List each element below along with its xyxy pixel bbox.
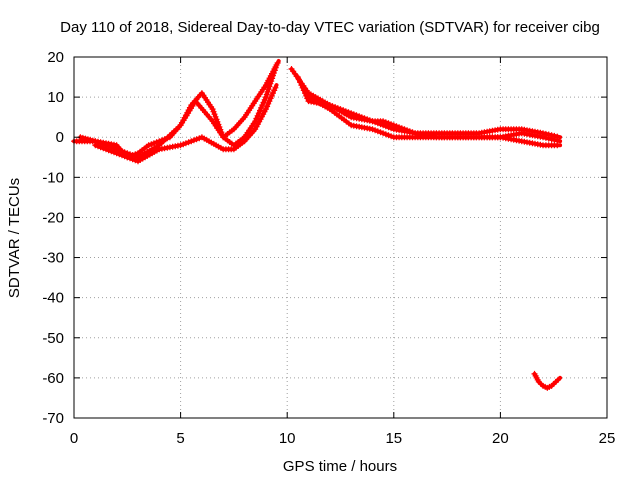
data-point (296, 76, 302, 83)
data-point (266, 98, 273, 105)
x-tick-label: 5 (176, 430, 184, 447)
data-point (100, 145, 107, 152)
data-point (264, 88, 271, 95)
y-tick-label: -10 (42, 169, 64, 186)
data-point (396, 124, 403, 131)
data-point (261, 96, 268, 103)
data-point (554, 142, 561, 149)
axes-ticks: 0 5 10 15 20 25 -70 -60 -50 -40 -30 -20 -10 0 10 20 (42, 49, 615, 447)
data-point (268, 92, 275, 99)
data-point (297, 79, 304, 86)
y-axis-label: SDTVAR / TECUs (6, 178, 23, 298)
series-pass-c (92, 83, 279, 165)
data-point (404, 127, 411, 134)
data-point (105, 147, 112, 154)
data-point (382, 131, 389, 138)
data-point (374, 128, 381, 135)
data-point (97, 144, 104, 151)
data-point (185, 139, 192, 146)
data-point (92, 142, 99, 149)
y-tick-label: 10 (47, 89, 64, 106)
data-point (398, 125, 405, 132)
data-point (268, 78, 275, 85)
chart-title: Day 110 of 2018, Sidereal Day-to-day VTE… (60, 19, 600, 36)
data-point (272, 84, 279, 91)
data-point (132, 151, 139, 158)
data-point (372, 127, 379, 134)
data-point (193, 136, 200, 143)
data-point (262, 94, 269, 101)
y-tick-label: -20 (42, 209, 64, 226)
data-point (555, 376, 561, 383)
plot-frame (73, 56, 608, 419)
data-point (554, 133, 561, 140)
x-tick-label: 20 (492, 430, 509, 447)
data-point (113, 150, 120, 157)
data-point (548, 132, 555, 139)
data-point (258, 104, 265, 111)
data-point (269, 75, 276, 82)
data-point (253, 115, 260, 122)
y-tick-label: -30 (42, 250, 64, 267)
series-layer (71, 59, 563, 391)
data-point (264, 103, 271, 110)
data-point (551, 132, 558, 139)
data-point (211, 111, 218, 118)
y-tick-label: -40 (42, 290, 64, 307)
data-point (116, 151, 123, 158)
y-tick-label: -50 (42, 330, 64, 347)
data-point (388, 121, 395, 128)
data-point (257, 107, 263, 114)
data-point (121, 153, 128, 160)
y-tick-label: 0 (56, 129, 64, 146)
data-point (266, 83, 273, 90)
data-point (388, 133, 395, 140)
data-point (272, 64, 279, 71)
y-tick-label: -60 (42, 370, 64, 387)
data-point (129, 156, 136, 163)
data-point (254, 112, 261, 119)
data-point (161, 136, 168, 143)
data-point (150, 140, 157, 147)
x-tick-label: 0 (70, 430, 78, 447)
data-point (260, 99, 267, 106)
data-point (298, 82, 305, 89)
data-point (190, 137, 197, 144)
data-point (255, 110, 262, 117)
data-point (108, 148, 115, 155)
data-point (177, 142, 184, 149)
x-tick-label: 25 (599, 430, 616, 447)
data-point (271, 67, 278, 74)
series-pass-f (305, 94, 563, 149)
y-tick-label: 20 (47, 49, 64, 66)
x-axis-label: GPS time / hours (283, 458, 397, 475)
series-pass-g (531, 370, 563, 391)
data-point (302, 90, 308, 97)
data-point (380, 130, 387, 137)
data-point (300, 87, 307, 94)
data-point (380, 118, 387, 125)
data-point (406, 128, 413, 135)
data-point (540, 130, 546, 137)
data-point (182, 140, 189, 147)
y-tick-label: -70 (42, 410, 64, 427)
grid (74, 57, 607, 418)
data-point (545, 131, 552, 138)
data-point (124, 154, 131, 161)
data-point (270, 90, 276, 97)
x-tick-label: 10 (279, 430, 296, 447)
data-point (265, 100, 272, 107)
data-point (265, 86, 272, 93)
data-point (270, 72, 276, 79)
data-point (145, 142, 152, 149)
data-point (382, 119, 389, 126)
data-point (153, 139, 160, 146)
x-tick-label: 15 (385, 430, 402, 447)
data-point (158, 137, 165, 144)
data-point (390, 122, 397, 129)
